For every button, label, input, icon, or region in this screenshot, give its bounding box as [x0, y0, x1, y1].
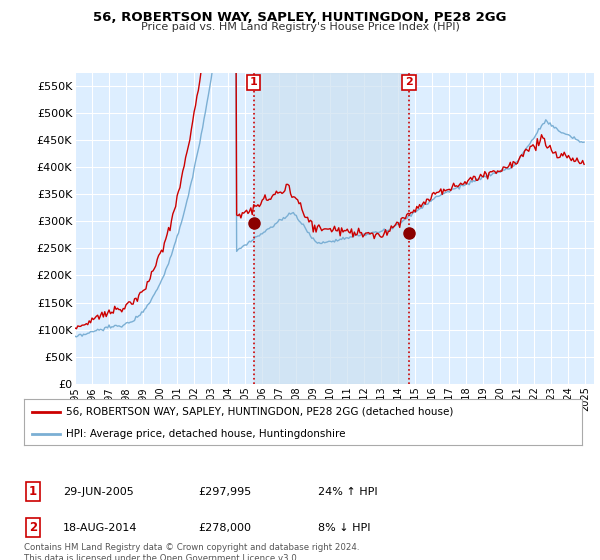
- Text: 8% ↓ HPI: 8% ↓ HPI: [318, 522, 371, 533]
- Text: 24% ↑ HPI: 24% ↑ HPI: [318, 487, 377, 497]
- Text: 2: 2: [29, 521, 37, 534]
- Bar: [254, 73, 409, 384]
- Text: £297,995: £297,995: [198, 487, 251, 497]
- Text: 1: 1: [250, 77, 257, 87]
- Text: 56, ROBERTSON WAY, SAPLEY, HUNTINGDON, PE28 2GG: 56, ROBERTSON WAY, SAPLEY, HUNTINGDON, P…: [93, 11, 507, 24]
- Text: 1: 1: [29, 485, 37, 498]
- Text: HPI: Average price, detached house, Huntingdonshire: HPI: Average price, detached house, Hunt…: [66, 429, 346, 439]
- Text: 2: 2: [405, 77, 413, 87]
- Text: £278,000: £278,000: [198, 522, 251, 533]
- Text: Contains HM Land Registry data © Crown copyright and database right 2024.
This d: Contains HM Land Registry data © Crown c…: [24, 543, 359, 560]
- Text: 29-JUN-2005: 29-JUN-2005: [63, 487, 134, 497]
- Text: 18-AUG-2014: 18-AUG-2014: [63, 522, 137, 533]
- Text: 56, ROBERTSON WAY, SAPLEY, HUNTINGDON, PE28 2GG (detached house): 56, ROBERTSON WAY, SAPLEY, HUNTINGDON, P…: [66, 407, 453, 417]
- Text: Price paid vs. HM Land Registry's House Price Index (HPI): Price paid vs. HM Land Registry's House …: [140, 22, 460, 32]
